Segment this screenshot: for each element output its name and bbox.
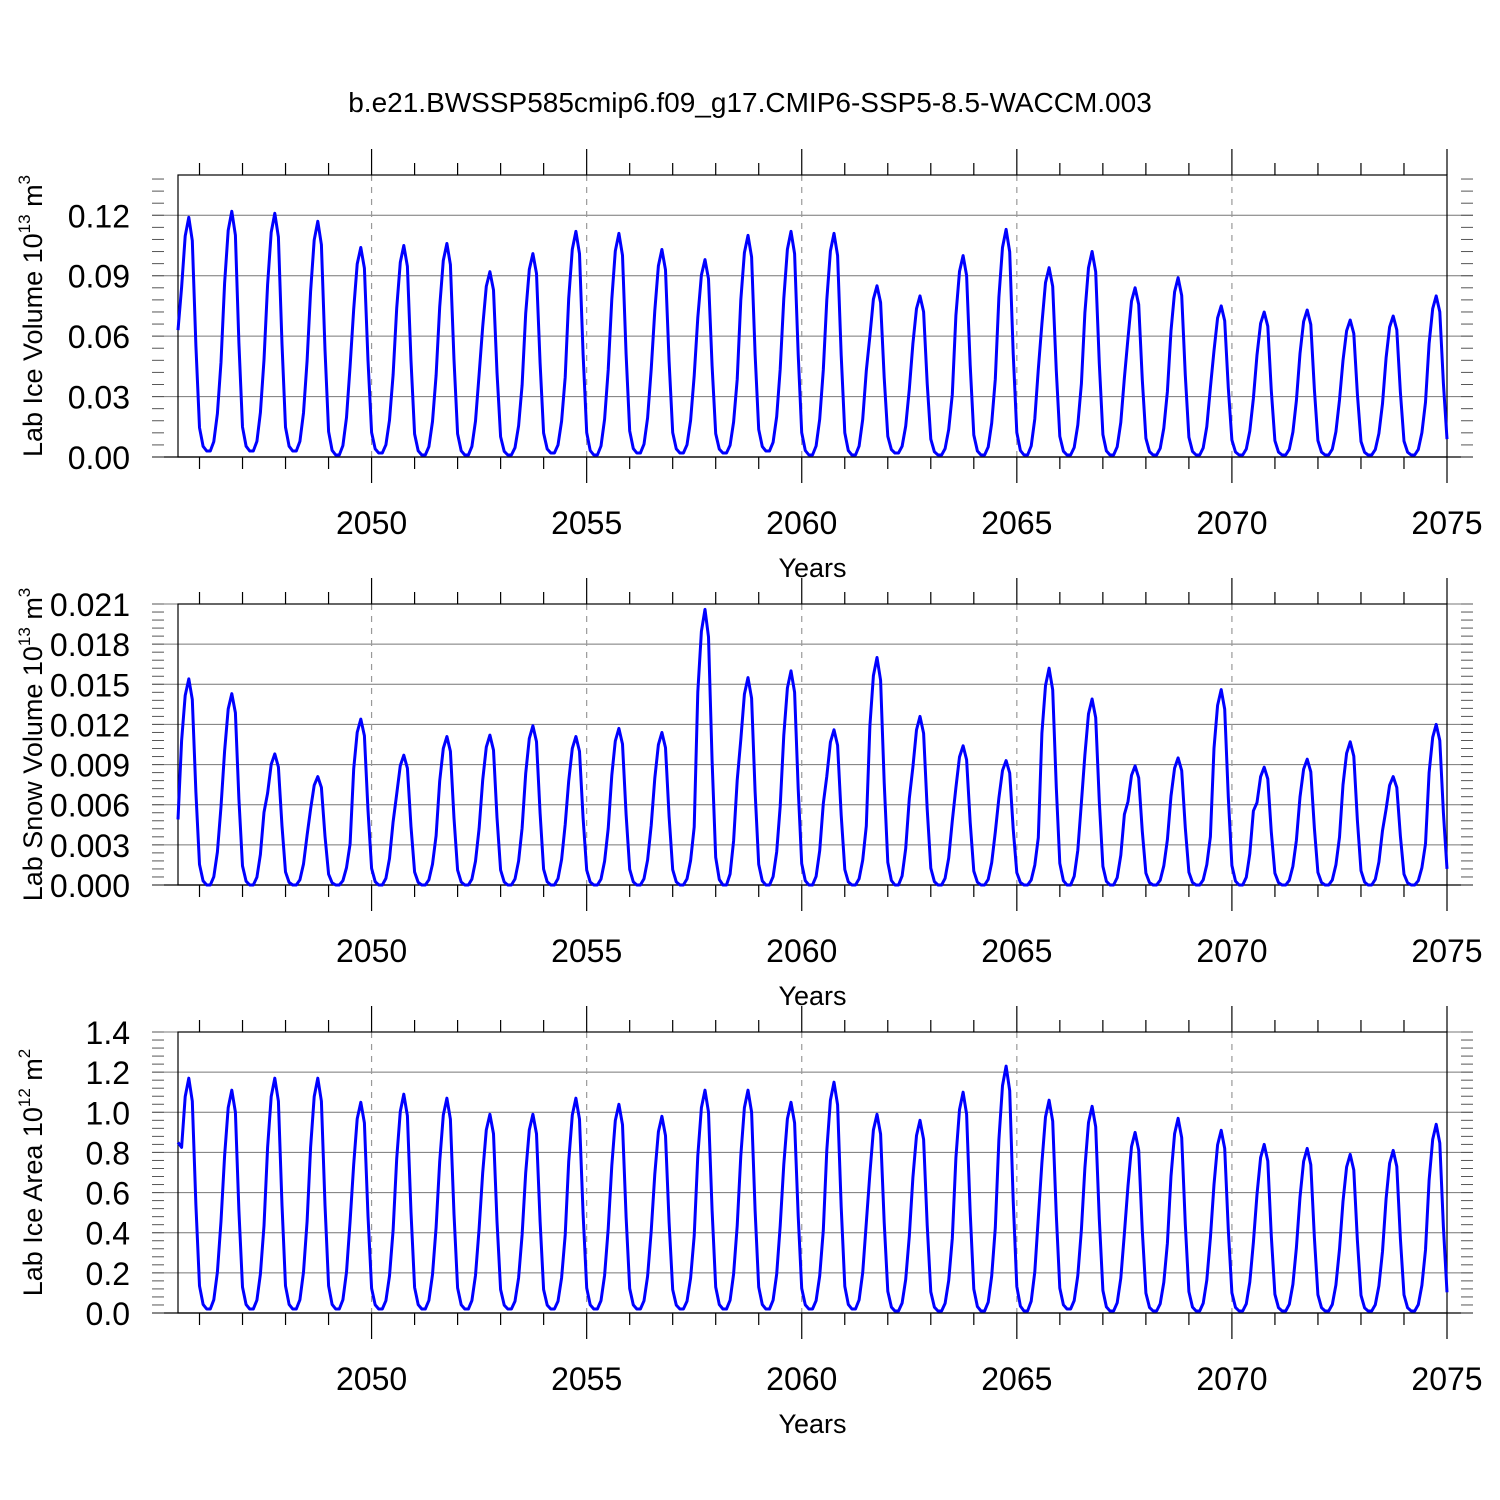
x-tick-label: 2075	[1411, 933, 1482, 969]
y-tick-label: 0.00	[68, 440, 130, 476]
y-axis-label-unit-exponent: 2	[15, 1049, 34, 1058]
y-tick-label: 0.8	[86, 1135, 130, 1171]
x-tick-label: 2070	[1196, 505, 1267, 541]
y-tick-label: 0.2	[86, 1256, 130, 1292]
x-tick-label: 2075	[1411, 505, 1482, 541]
x-tick-label: 2060	[766, 933, 837, 969]
y-axis-label-unit: m	[18, 1058, 48, 1088]
x-tick-label: 2075	[1411, 1361, 1482, 1397]
plot-frame	[177, 603, 1448, 886]
y-tick-label: 0.09	[68, 259, 130, 295]
y-axis-label: Lab Ice Area 1012 m2	[15, 1049, 48, 1297]
y-tick-label: 0.015	[50, 667, 130, 703]
y-tick-label: 1.2	[86, 1055, 130, 1091]
plot-frame	[177, 174, 1448, 458]
y-tick-label: 0.003	[50, 828, 130, 864]
y-axis-label: Lab Snow Volume 1013 m3	[15, 588, 48, 902]
x-tick-label: 2050	[336, 505, 407, 541]
plot-frame	[177, 1031, 1448, 1314]
y-tick-label: 0.06	[68, 319, 130, 355]
x-tick-label: 2055	[551, 505, 622, 541]
y-axis-label-exponent: 13	[15, 214, 34, 233]
y-tick-label: 0.021	[50, 587, 130, 623]
series-line-ice-volume	[176, 209, 1449, 457]
y-tick-label: 0.009	[50, 748, 130, 784]
x-tick-label: 2050	[336, 933, 407, 969]
y-tick-label: 1.0	[86, 1095, 130, 1131]
series-line-ice-area	[176, 1064, 1449, 1313]
series-line-snow-volume	[176, 607, 1449, 887]
x-tick-label: 2065	[981, 933, 1052, 969]
x-tick-label: 2065	[981, 505, 1052, 541]
y-axis-label-text: Lab Ice Area 10	[18, 1107, 48, 1296]
x-tick-label: 2050	[336, 1361, 407, 1397]
x-axis-label: Years	[778, 1409, 846, 1439]
y-tick-label: 0.03	[68, 380, 130, 416]
y-axis-label-unit: m	[18, 184, 48, 214]
y-axis-label-text: Lab Snow Volume 10	[18, 646, 48, 901]
x-tick-label: 2060	[766, 1361, 837, 1397]
y-tick-label: 0.018	[50, 627, 130, 663]
x-tick-label: 2070	[1196, 1361, 1267, 1397]
y-tick-label: 0.6	[86, 1176, 130, 1212]
y-axis-label-unit-exponent: 3	[15, 588, 34, 597]
y-tick-label: 0.0	[86, 1296, 130, 1332]
panel-ice-area: 0.0 0.2 0.4 0.6 0.8 1.0 1.2 1.4 2050 2055 2060 2065…	[15, 1006, 1483, 1439]
y-tick-label: 0.012	[50, 707, 130, 743]
y-tick-label: 0.000	[50, 868, 130, 904]
y-tick-label: 0.006	[50, 788, 130, 824]
panel-snow-volume: 0.000 0.003 0.006 0.009 0.012 0.015 0.018 0.021…	[15, 578, 1483, 1011]
x-tick-label: 2060	[766, 505, 837, 541]
y-axis-label-unit: m	[18, 597, 48, 627]
y-axis-label: Lab Ice Volume 1013 m3	[15, 175, 48, 457]
x-tick-label: 2070	[1196, 933, 1267, 969]
y-axis-label-exponent: 13	[15, 627, 34, 646]
y-axis-label-exponent: 12	[15, 1088, 34, 1107]
x-axis-label: Years	[778, 981, 846, 1011]
x-axis-label: Years	[778, 553, 846, 583]
y-tick-label: 1.4	[86, 1015, 130, 1051]
y-tick-label: 0.12	[68, 198, 130, 234]
x-tick-label: 2055	[551, 933, 622, 969]
y-axis-label-unit-exponent: 3	[15, 175, 34, 184]
panel-ice-volume: 0.00 0.03 0.06 0.09 0.12 2050 2055 2060 2065 2070…	[15, 149, 1483, 583]
x-tick-label: 2065	[981, 1361, 1052, 1397]
x-tick-label: 2055	[551, 1361, 622, 1397]
y-axis-label-text: Lab Ice Volume 10	[18, 233, 48, 457]
y-tick-label: 0.4	[86, 1216, 130, 1252]
figure-title: b.e21.BWSSP585cmip6.f09_g17.CMIP6-SSP5-8…	[348, 87, 1152, 118]
